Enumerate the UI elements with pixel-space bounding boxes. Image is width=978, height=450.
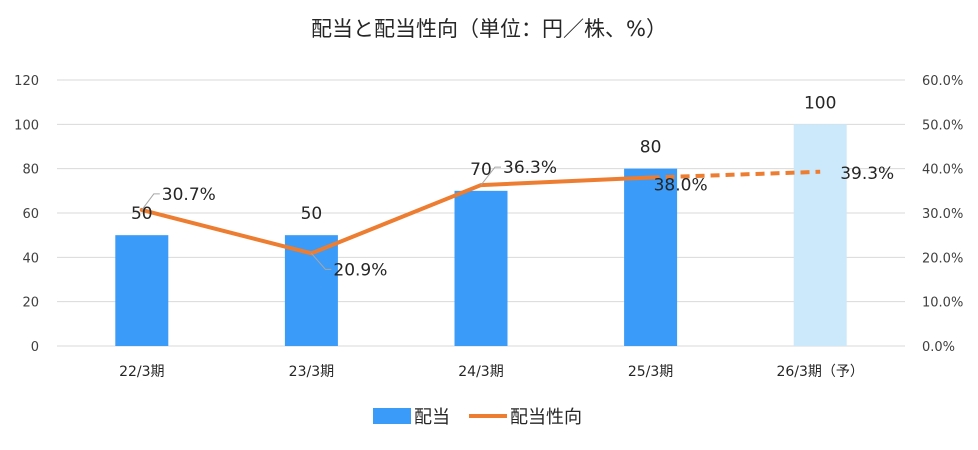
leader-line xyxy=(311,253,332,270)
category-label: 26/3期（予） xyxy=(776,364,863,380)
dividend-bar xyxy=(454,190,508,346)
bar-value-label: 100 xyxy=(804,93,836,113)
dividend-bar xyxy=(793,124,847,346)
left-axis-tick-label: 60 xyxy=(22,207,39,222)
line-value-label: 39.3% xyxy=(840,164,894,184)
left-axis-tick-label: 20 xyxy=(22,296,39,311)
right-axis-tick-label: 40.0% xyxy=(922,163,963,178)
right-axis-tick-label: 60.0% xyxy=(922,74,963,89)
bar-value-label: 80 xyxy=(640,138,662,158)
line-value-label: 36.3% xyxy=(503,158,557,178)
legend-bar-label: 配当 xyxy=(414,407,450,428)
dividend-bar xyxy=(115,235,169,346)
line-value-label: 20.9% xyxy=(333,260,387,280)
payout-ratio-line xyxy=(139,169,821,256)
left-axis-tick-label: 120 xyxy=(14,74,39,89)
leader-line xyxy=(480,166,501,186)
right-axis-tick-label: 10.0% xyxy=(922,296,963,311)
left-axis-ticks: 0 20 40 60 80 100 120 xyxy=(14,74,39,355)
right-axis-ticks: 0.0% 10.0% 20.0% 30.0% 40.0% 50.0% 60.0% xyxy=(922,74,963,355)
category-label: 24/3期 xyxy=(458,364,503,380)
category-label: 23/3期 xyxy=(289,364,334,380)
category-label: 25/3期 xyxy=(628,364,673,380)
left-axis-tick-label: 40 xyxy=(22,251,39,266)
left-axis-tick-label: 80 xyxy=(22,163,39,178)
right-axis-tick-label: 50.0% xyxy=(922,118,963,133)
bar-value-label: 50 xyxy=(131,204,153,224)
legend: 配当 配当性向 xyxy=(373,407,582,428)
legend-line-label: 配当性向 xyxy=(510,407,582,428)
right-axis-tick-label: 0.0% xyxy=(922,340,955,355)
category-label: 22/3期 xyxy=(119,364,164,380)
category-labels: 22/3期 23/3期 24/3期 25/3期 26/3期（予） xyxy=(119,364,864,380)
line-value-label: 30.7% xyxy=(162,185,216,205)
line-value-label: 38.0% xyxy=(654,176,708,196)
left-axis-tick-label: 0 xyxy=(31,340,39,355)
chart-title: 配当と配当性向（単位：円／株、%） xyxy=(311,17,667,41)
bar-value-label: 50 xyxy=(301,204,323,224)
dividend-bar xyxy=(624,168,678,346)
payout-ratio-line-forecast xyxy=(650,169,821,180)
legend-bar-swatch xyxy=(373,408,411,424)
right-axis-tick-label: 20.0% xyxy=(922,251,963,266)
payout-ratio-line-solid xyxy=(139,175,653,256)
left-axis-tick-label: 100 xyxy=(14,118,39,133)
leader-line xyxy=(141,193,160,211)
right-axis-tick-label: 30.0% xyxy=(922,207,963,222)
dividend-bars xyxy=(115,124,847,346)
data-labels: 50 50 70 80 100 30.7% 20.9% 36.3% 38.0% 39.3% xyxy=(131,93,894,280)
bar-value-label: 70 xyxy=(470,160,492,180)
